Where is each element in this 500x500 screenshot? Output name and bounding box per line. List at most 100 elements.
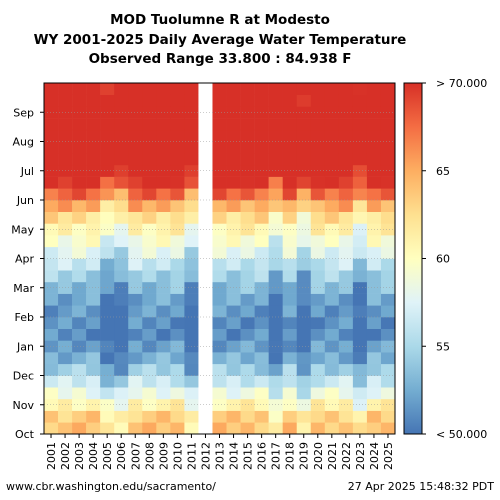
heat-cell (282, 375, 298, 388)
x-tick-label: 2022 (340, 442, 353, 470)
heat-cell (338, 317, 354, 329)
heat-cell (156, 129, 171, 142)
heat-cell (338, 235, 354, 248)
heat-cell (310, 258, 326, 271)
heat-cell (380, 410, 396, 423)
heat-cell (142, 153, 157, 166)
heat-cell (114, 270, 129, 283)
heat-cell (198, 258, 213, 271)
x-tick-label: 2005 (101, 442, 114, 470)
heat-cell (114, 281, 129, 294)
heat-cell (58, 141, 73, 154)
heat-cell (380, 246, 396, 259)
heat-cell (352, 153, 368, 166)
heat-cell (44, 363, 59, 376)
heat-cell (100, 387, 115, 400)
heat-cell (212, 153, 227, 166)
heat-cell (226, 387, 241, 400)
heat-cell (128, 211, 143, 224)
heat-cell (72, 129, 87, 142)
heat-cell (128, 164, 143, 177)
heat-cell (156, 246, 171, 259)
heat-cell (338, 153, 354, 166)
heat-cell (282, 235, 298, 248)
heat-cell (254, 422, 269, 435)
heat-cell (380, 118, 396, 131)
heat-cell (128, 176, 143, 189)
heat-cell (170, 94, 185, 107)
heat-cell (72, 410, 87, 423)
heat-cell (114, 258, 129, 271)
heat-cell (156, 293, 171, 306)
heat-cell (226, 305, 241, 318)
heat-cell (296, 94, 312, 107)
heat-cell (240, 258, 255, 271)
heat-cell (72, 363, 87, 376)
heat-cell (352, 375, 368, 388)
x-tick-label: 2015 (242, 442, 255, 470)
heat-cell (100, 94, 115, 107)
heat-cell (254, 258, 269, 271)
heat-cell (226, 363, 241, 376)
heat-cell (282, 223, 298, 236)
heat-cell (142, 246, 157, 259)
heat-cell (44, 328, 59, 341)
y-tick-label: May (11, 223, 34, 236)
heat-cell (338, 200, 354, 212)
heat-cell (170, 223, 185, 236)
heat-cell (86, 153, 101, 166)
heat-cell (86, 211, 101, 224)
heat-cell (366, 188, 382, 201)
heat-cell (128, 153, 143, 166)
heat-cell (240, 94, 255, 107)
heat-cell (212, 422, 227, 435)
heat-cell (310, 129, 326, 142)
heat-cell (310, 83, 326, 95)
heat-cell (310, 246, 326, 259)
heat-cell (184, 293, 199, 306)
heat-cell (114, 118, 129, 131)
heat-cell (170, 293, 185, 306)
heat-cell (100, 200, 115, 212)
heat-cell (72, 246, 87, 259)
heat-cell (352, 188, 368, 201)
heat-cell (72, 340, 87, 353)
x-tick-label: 2020 (312, 442, 325, 470)
heat-cell (170, 363, 185, 376)
x-tick-label: 2016 (256, 442, 269, 470)
heat-cell (156, 398, 171, 411)
y-tick-label: Sep (13, 106, 34, 119)
heat-cell (324, 363, 340, 376)
heat-cell (198, 211, 213, 224)
heat-cell (198, 200, 213, 212)
heat-cell (44, 176, 59, 189)
heat-cell (352, 258, 368, 271)
heat-cell (156, 305, 171, 318)
heat-cell (338, 305, 354, 318)
heat-cell (268, 94, 283, 107)
heat-cell (212, 340, 227, 353)
heat-cell (240, 340, 255, 353)
x-tick-label: 2019 (298, 442, 311, 470)
heat-cell (114, 387, 129, 400)
heat-cell (324, 281, 340, 294)
heat-cell (240, 83, 255, 95)
heat-cell (268, 293, 283, 306)
x-tick-label: 2007 (129, 442, 142, 470)
heat-cell (338, 188, 354, 201)
heat-cell (184, 352, 199, 365)
heat-cell (128, 258, 143, 271)
heat-cell (296, 328, 312, 341)
heat-cell (352, 176, 368, 189)
heat-cell (380, 200, 396, 212)
heat-cell (240, 246, 255, 259)
heat-cell (254, 188, 269, 201)
heat-cell (338, 83, 354, 95)
heat-cell (44, 106, 59, 119)
heat-cell (114, 305, 129, 318)
heat-cell (128, 281, 143, 294)
heat-cell (142, 305, 157, 318)
heat-cell (380, 387, 396, 400)
heat-cell (156, 375, 171, 388)
heat-cell (128, 200, 143, 212)
